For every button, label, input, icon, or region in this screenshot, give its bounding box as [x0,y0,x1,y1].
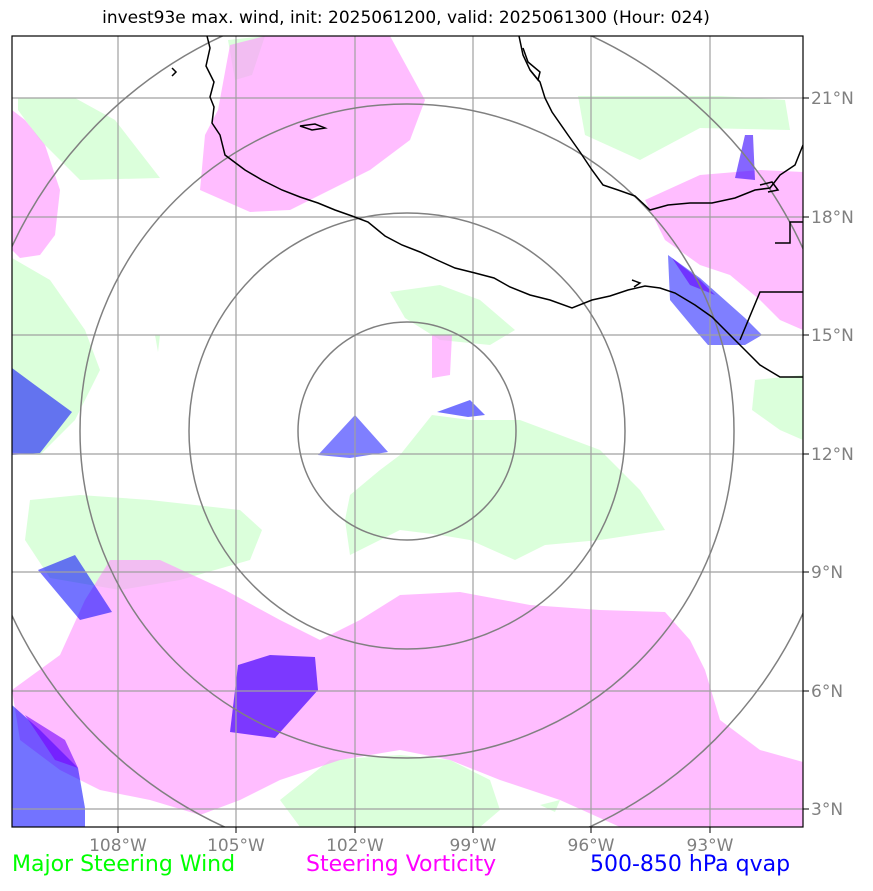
lat-tick-label: 15°N [811,326,854,346]
legend-qvap: 500-850 hPa qvap [590,852,791,877]
lat-tick-labels: 21°N 18°N 15°N 12°N 9°N 6°N 3°N [811,89,854,820]
lon-tick-label: 96°W [568,836,615,856]
coastline [171,36,803,378]
lat-tick-label: 12°N [811,445,854,465]
legend-steering-vorticity: Steering Vorticity [306,852,497,877]
lat-tick-label: 3°N [811,800,843,820]
range-rings [12,36,803,827]
legend-steering-wind: Major Steering Wind [12,852,236,877]
lon-tick-label: 108°W [89,836,147,856]
lon-tick-label: 105°W [207,836,265,856]
tick-marks [117,97,809,833]
lat-tick-label: 9°N [811,563,843,583]
plot-frame [11,35,804,828]
lat-tick-label: 18°N [811,208,854,228]
lon-tick-label: 93°W [687,836,734,856]
lon-tick-labels: 108°W 105°W 102°W 99°W 96°W 93°W [89,836,734,856]
lat-tick-label: 6°N [811,682,843,702]
range-ring-1 [297,321,517,541]
gridlines [12,36,803,827]
lat-tick-label: 21°N [811,89,854,109]
lon-tick-label: 99°W [450,836,497,856]
steering-vorticity-layer [12,36,803,827]
qvap-layer [12,135,762,827]
lon-tick-label: 102°W [326,836,384,856]
range-ring-3 [79,103,735,759]
range-ring-2 [188,212,626,650]
map-title: invest93e max. wind, init: 2025061200, v… [102,8,710,28]
